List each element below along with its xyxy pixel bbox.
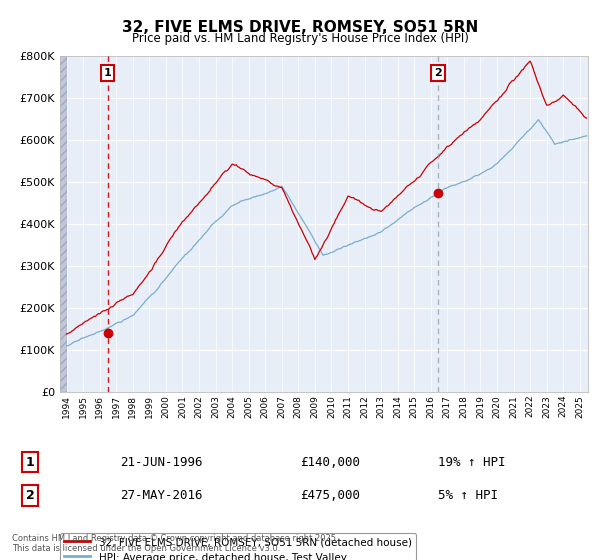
Text: 21-JUN-1996: 21-JUN-1996: [120, 455, 203, 469]
Text: £475,000: £475,000: [300, 489, 360, 502]
Bar: [60, 56, 67, 392]
Text: £140,000: £140,000: [300, 455, 360, 469]
Text: 2: 2: [26, 489, 34, 502]
Legend: 32, FIVE ELMS DRIVE, ROMSEY, SO51 5RN (detached house), HPI: Average price, deta: 32, FIVE ELMS DRIVE, ROMSEY, SO51 5RN (d…: [60, 533, 416, 560]
Text: 19% ↑ HPI: 19% ↑ HPI: [438, 455, 505, 469]
Text: 32, FIVE ELMS DRIVE, ROMSEY, SO51 5RN: 32, FIVE ELMS DRIVE, ROMSEY, SO51 5RN: [122, 20, 478, 35]
Text: 2: 2: [434, 68, 442, 78]
Text: 1: 1: [26, 455, 34, 469]
Text: Price paid vs. HM Land Registry's House Price Index (HPI): Price paid vs. HM Land Registry's House …: [131, 32, 469, 45]
Text: 27-MAY-2016: 27-MAY-2016: [120, 489, 203, 502]
Text: Contains HM Land Registry data © Crown copyright and database right 2025.
This d: Contains HM Land Registry data © Crown c…: [12, 534, 338, 553]
Text: 1: 1: [104, 68, 112, 78]
Text: 5% ↑ HPI: 5% ↑ HPI: [438, 489, 498, 502]
